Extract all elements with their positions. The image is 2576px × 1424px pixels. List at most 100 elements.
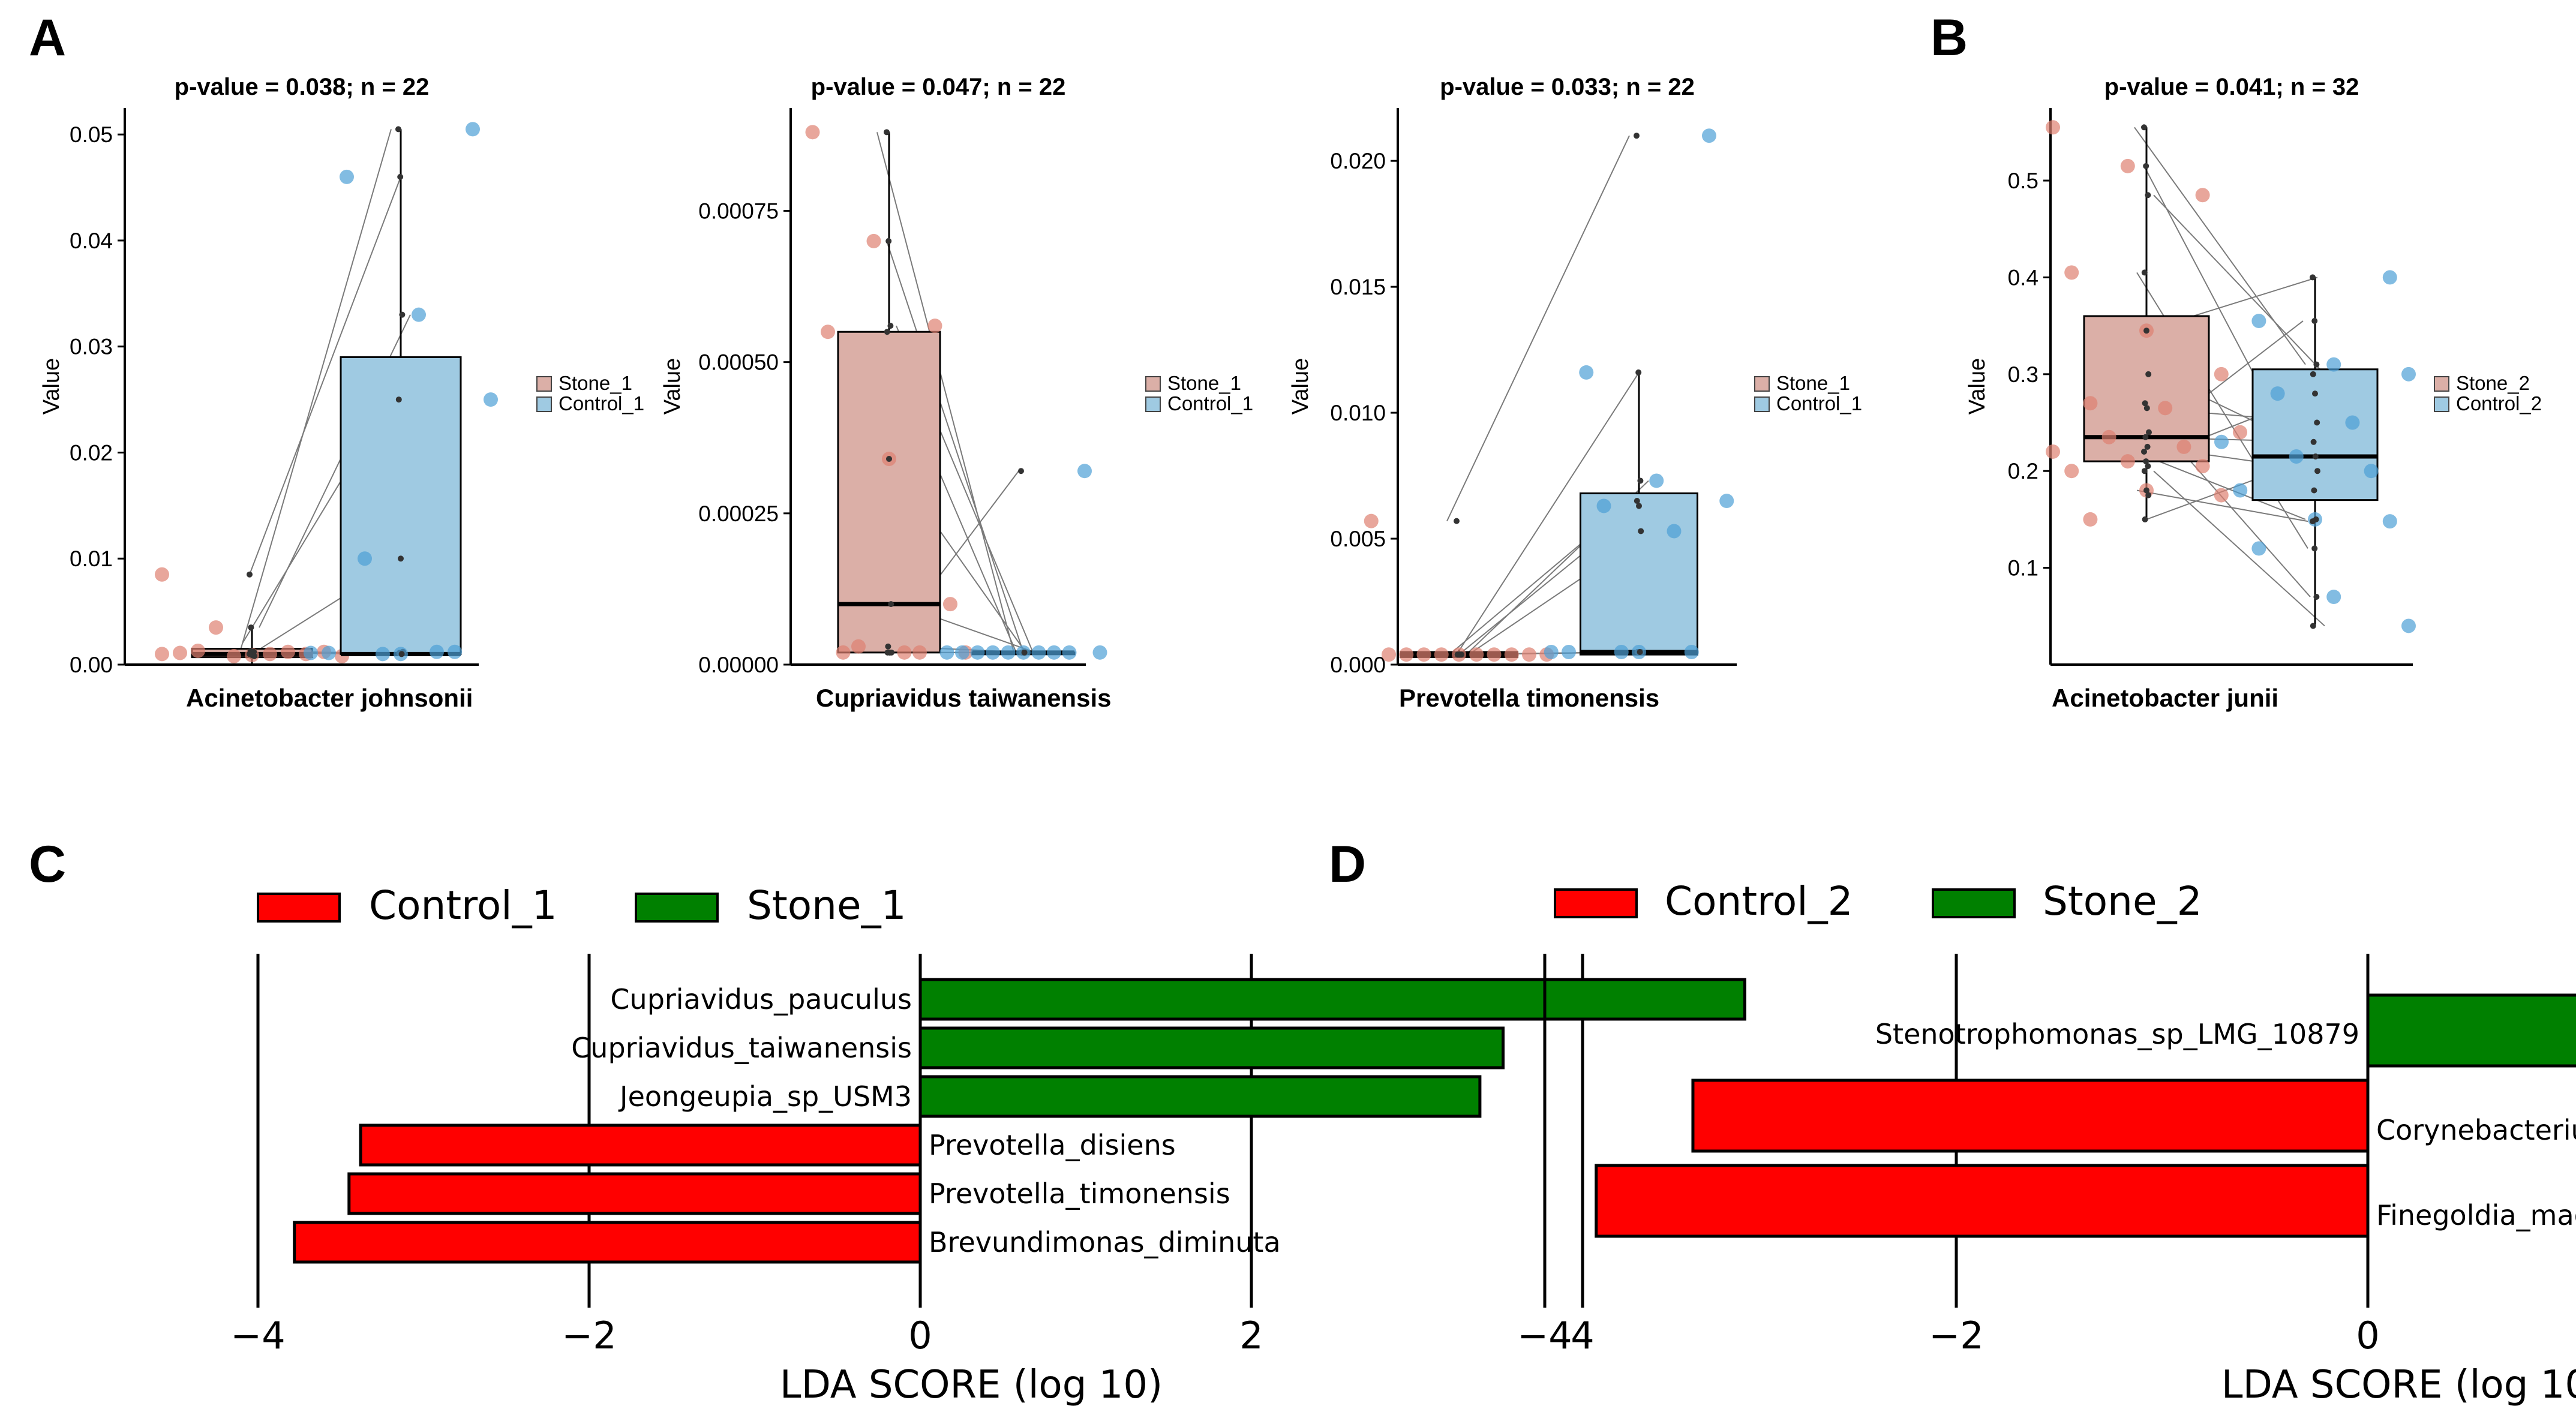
paired-point — [398, 555, 404, 562]
lda-bar — [918, 1075, 1482, 1118]
lda-bar — [359, 1123, 922, 1167]
legend-swatch — [536, 396, 552, 412]
x-axis-label: Acinetobacter johnsonii — [186, 684, 473, 712]
data-point — [1544, 645, 1559, 660]
lda-bar — [293, 1221, 922, 1264]
data-point — [955, 645, 969, 660]
y-tick-label: 0.1 — [2008, 556, 2038, 581]
legend-label: Control_1 — [369, 882, 557, 929]
paired-point — [888, 601, 894, 608]
data-point — [376, 647, 390, 662]
paired-point — [2144, 443, 2151, 450]
paired-point — [1018, 468, 1024, 474]
paired-point — [395, 396, 402, 403]
x-axis-label: Cupriavidus taiwanensis — [816, 684, 1111, 712]
paired-point — [2145, 192, 2151, 199]
data-point — [227, 648, 241, 663]
pair-line — [2136, 489, 2308, 522]
paired-point — [2313, 594, 2320, 600]
pair-line — [876, 132, 1014, 653]
legend-swatch — [2434, 376, 2449, 392]
paired-point — [398, 651, 405, 657]
paired-point — [2141, 448, 2147, 455]
y-axis-label: Value — [39, 358, 64, 414]
paired-point — [2311, 318, 2318, 325]
box-control_1 — [340, 356, 462, 655]
y-tick-label: 0.2 — [2008, 459, 2038, 483]
data-point — [2083, 512, 2098, 527]
paired-point — [397, 173, 404, 180]
pair-line — [2134, 451, 2306, 520]
y-tick-label: 0.005 — [1330, 527, 1386, 551]
paired-point — [247, 571, 253, 578]
data-point — [2401, 366, 2416, 381]
data-point — [2064, 464, 2079, 479]
box-plot-acinetobacter-johnsonii: p-value = 0.038; n = 22 0.00 0.01 0.02 0.03 0… — [39, 74, 644, 712]
paired-point — [2310, 438, 2317, 445]
paired-point — [2311, 487, 2317, 494]
paired-point — [1638, 528, 1644, 534]
y-tick-label: 0.02 — [70, 440, 113, 465]
data-point — [927, 319, 942, 334]
paired-point — [885, 238, 892, 244]
lda-bar — [918, 1026, 1505, 1069]
paired-point — [884, 329, 890, 335]
pair-line — [1456, 372, 1640, 655]
paired-point — [1454, 518, 1460, 524]
data-point — [897, 645, 912, 660]
paired-point — [2143, 458, 2149, 465]
legend-label: Control_2 — [2456, 392, 2542, 414]
paired-point — [247, 651, 253, 657]
paired-point — [2141, 124, 2147, 131]
data-point — [1522, 647, 1536, 662]
paired-point — [2146, 429, 2152, 435]
box-control_2 — [2251, 368, 2379, 501]
paired-point — [1634, 498, 1640, 504]
panel-letter-a: A — [29, 9, 66, 67]
bar-label: Corynebacterium_aurimucosum — [2376, 1114, 2576, 1146]
data-point — [2214, 366, 2229, 381]
data-point — [2233, 425, 2247, 440]
paired-point — [2142, 400, 2148, 407]
data-point — [2120, 454, 2135, 469]
paired-point — [887, 323, 894, 329]
data-point — [805, 125, 820, 140]
data-point — [1031, 645, 1046, 660]
data-point — [1416, 647, 1431, 662]
data-point — [1469, 647, 1484, 662]
data-point — [2401, 618, 2416, 633]
data-point — [2195, 459, 2210, 474]
paired-point — [2314, 468, 2320, 474]
paired-point — [248, 624, 254, 631]
data-point — [2270, 386, 2285, 401]
y-tick-label: 0.015 — [1330, 275, 1386, 299]
paired-point — [2141, 468, 2148, 474]
data-point — [2289, 449, 2304, 464]
data-point — [155, 647, 169, 662]
lda-bar — [347, 1172, 922, 1215]
chart-title: p-value = 0.047; n = 22 — [811, 74, 1066, 100]
paired-point — [2141, 269, 2148, 276]
box-plot-acinetobacter-junii: p-value = 0.041; n = 32 0.1 0.2 0.3 0.4 0.5 Va… — [1965, 74, 2542, 712]
paired-point — [2143, 163, 2149, 169]
y-axis-label: Value — [1965, 358, 1990, 414]
data-point — [1077, 464, 1092, 479]
pair-line — [239, 129, 392, 653]
y-tick-label: 0.00075 — [698, 199, 779, 223]
lda-bar — [918, 978, 1746, 1021]
data-point — [2345, 415, 2360, 430]
data-point — [1062, 645, 1077, 660]
y-tick-label: 0.00000 — [698, 653, 779, 677]
data-point — [2251, 314, 2266, 329]
data-point — [191, 644, 205, 659]
x-tick-label: 0 — [908, 1314, 932, 1357]
legend-swatch — [1145, 376, 1161, 392]
paired-point — [2145, 492, 2152, 498]
x-tick-label: −2 — [562, 1314, 616, 1357]
paired-point — [2143, 487, 2149, 494]
data-point — [866, 233, 881, 248]
data-point — [2195, 188, 2210, 203]
data-point — [155, 567, 169, 582]
pair-line — [2153, 194, 2325, 375]
